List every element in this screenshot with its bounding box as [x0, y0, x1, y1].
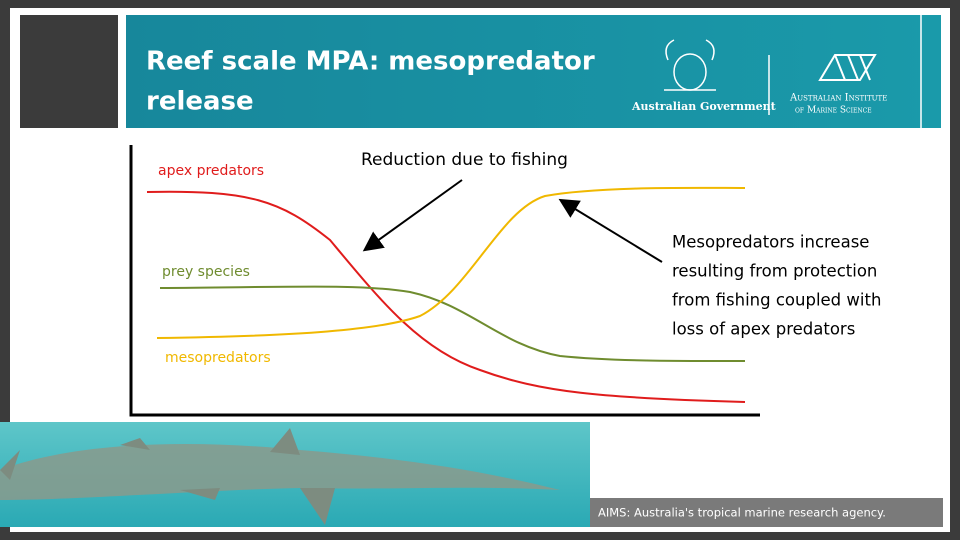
header-bar [126, 15, 941, 128]
aims-label: Australian Institute [789, 93, 887, 104]
arrow [558, 198, 663, 263]
crest [664, 39, 716, 91]
footer-text: AIMS: Australia's tropical marine resear… [598, 506, 886, 520]
curve-label: mesopredators [165, 350, 271, 366]
prey-curve [159, 285, 746, 363]
corner-block [20, 15, 118, 128]
arrow [362, 179, 463, 252]
axes [129, 145, 760, 417]
apex-curve [146, 190, 746, 403]
title: Reef scale MPA: mesopredator [146, 47, 595, 77]
annotation: resulting from protection [672, 262, 877, 281]
title: release [146, 87, 254, 117]
annotation: Reduction due to fishing [361, 150, 568, 170]
gov-label: Australian Government [631, 100, 777, 113]
annotation: from fishing coupled with [672, 291, 881, 310]
shark [0, 444, 560, 500]
footer-bar [590, 498, 943, 527]
aims-logo [818, 54, 877, 81]
aims-label: of Marine Science [795, 106, 872, 116]
meso-curve [156, 186, 746, 339]
curve-label: apex predators [158, 163, 264, 179]
curve-label: prey species [162, 264, 250, 280]
annotation: Mesopredators increase [672, 233, 869, 252]
annotation: loss of apex predators [672, 320, 855, 339]
